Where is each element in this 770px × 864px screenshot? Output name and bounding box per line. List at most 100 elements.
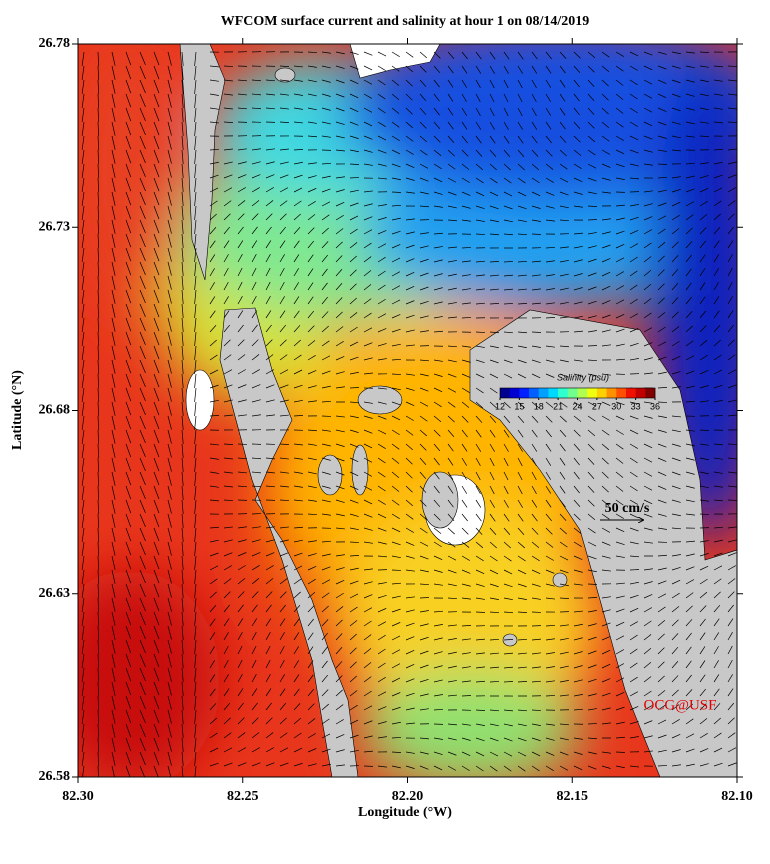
current-vector xyxy=(223,717,231,725)
current-vector xyxy=(727,354,736,361)
current-vector xyxy=(433,485,440,494)
current-vector xyxy=(391,706,401,711)
current-vector xyxy=(97,499,100,515)
current-vector xyxy=(125,289,132,304)
x-tick-label: 82.20 xyxy=(392,789,424,804)
current-vector xyxy=(433,443,441,452)
current-vector xyxy=(293,187,303,193)
current-vector xyxy=(139,65,146,80)
current-vector xyxy=(307,254,314,263)
current-vector xyxy=(419,610,429,613)
current-vector xyxy=(685,93,695,97)
current-vector xyxy=(447,273,457,277)
current-vector xyxy=(307,79,317,83)
current-vector xyxy=(671,554,681,557)
current-vector xyxy=(279,187,289,193)
current-vector xyxy=(237,631,243,641)
current-vector xyxy=(279,200,288,207)
current-vector xyxy=(503,93,509,103)
current-vector xyxy=(251,717,259,725)
current-vector xyxy=(181,65,184,80)
current-vector xyxy=(81,639,85,654)
current-vector xyxy=(223,526,233,529)
current-vector xyxy=(433,569,443,573)
current-vector xyxy=(503,709,513,712)
current-vector xyxy=(629,313,639,319)
current-vector xyxy=(377,485,386,492)
current-vector xyxy=(81,611,85,626)
current-vector xyxy=(419,415,428,422)
current-vector xyxy=(391,79,400,86)
current-vector xyxy=(447,387,457,393)
current-vector xyxy=(181,93,184,108)
current-vector xyxy=(349,541,360,543)
current-vector xyxy=(349,269,357,277)
current-vector xyxy=(111,499,116,514)
current-vector xyxy=(209,539,219,543)
colorbar-swatch xyxy=(548,388,559,398)
current-vector xyxy=(545,513,552,522)
current-vector xyxy=(489,611,500,614)
current-vector xyxy=(167,93,172,108)
current-vector xyxy=(517,429,524,438)
current-vector xyxy=(559,191,569,196)
current-vector xyxy=(643,65,653,71)
current-vector xyxy=(391,387,401,391)
current-vector xyxy=(293,660,299,669)
current-vector xyxy=(181,555,184,570)
current-vector xyxy=(545,583,555,587)
current-vector xyxy=(727,296,733,305)
current-vector xyxy=(265,471,275,474)
current-vector xyxy=(531,499,538,508)
current-vector xyxy=(629,298,638,305)
current-vector xyxy=(503,288,513,291)
current-vector xyxy=(391,191,402,193)
current-vector xyxy=(279,645,285,655)
current-vector xyxy=(475,751,485,757)
current-vector xyxy=(153,387,160,402)
current-vector xyxy=(139,387,146,402)
current-vector xyxy=(643,242,652,249)
colorbar-swatch xyxy=(616,388,627,398)
current-vector xyxy=(517,723,527,727)
current-vector xyxy=(629,765,639,768)
current-vector xyxy=(671,255,679,263)
current-vector xyxy=(699,429,710,432)
current-vector xyxy=(265,732,274,739)
current-vector xyxy=(279,539,289,543)
current-vector xyxy=(279,369,289,375)
current-vector xyxy=(237,253,243,263)
current-vector xyxy=(475,260,485,263)
current-vector xyxy=(153,583,160,598)
current-vector xyxy=(657,765,668,767)
current-vector xyxy=(81,79,85,94)
current-vector xyxy=(237,414,247,417)
current-vector xyxy=(209,339,217,347)
current-vector xyxy=(545,415,553,423)
current-vector xyxy=(81,219,85,234)
current-vector xyxy=(573,555,583,560)
current-vector xyxy=(81,653,85,668)
current-vector xyxy=(671,606,680,613)
current-vector xyxy=(447,541,456,548)
current-vector xyxy=(167,569,172,584)
x-tick-label: 82.25 xyxy=(227,789,259,804)
current-vector xyxy=(727,578,736,585)
current-vector xyxy=(405,286,415,291)
current-vector xyxy=(237,747,247,753)
current-vector xyxy=(349,401,360,404)
current-vector xyxy=(363,750,373,753)
current-vector xyxy=(727,226,734,235)
current-vector xyxy=(293,732,302,739)
current-vector xyxy=(335,579,345,585)
current-vector xyxy=(447,163,456,170)
current-vector xyxy=(587,415,596,422)
current-vector xyxy=(531,638,541,641)
current-vector xyxy=(559,219,570,222)
current-vector xyxy=(643,342,653,347)
current-vector xyxy=(461,274,471,277)
current-vector xyxy=(573,51,581,59)
current-vector xyxy=(223,471,233,474)
current-vector xyxy=(97,79,100,95)
current-vector xyxy=(643,121,653,127)
